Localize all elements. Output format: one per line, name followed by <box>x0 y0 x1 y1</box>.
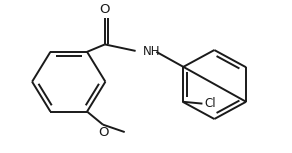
Text: O: O <box>99 127 109 140</box>
Text: Cl: Cl <box>204 97 216 110</box>
Text: NH: NH <box>142 45 160 58</box>
Text: O: O <box>100 2 110 15</box>
